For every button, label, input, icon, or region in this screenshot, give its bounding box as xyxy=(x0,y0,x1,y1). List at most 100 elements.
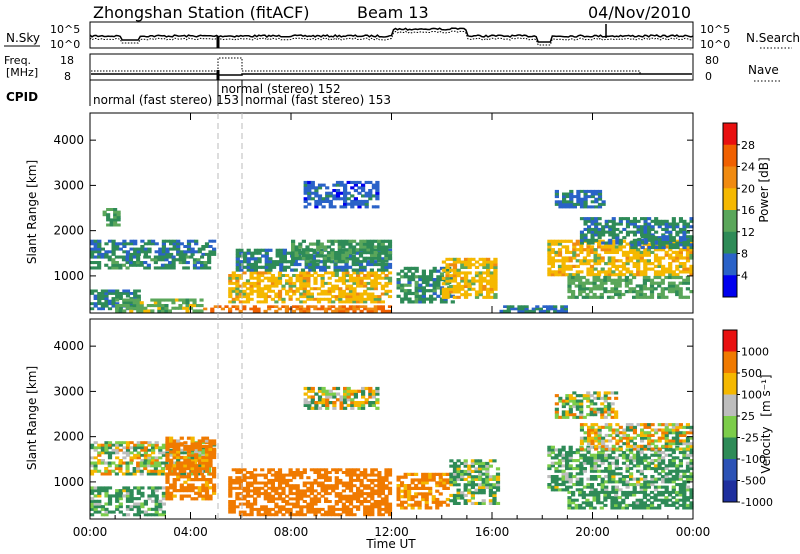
heatmap-cell-9 xyxy=(675,436,680,440)
heatmap-cell-7 xyxy=(311,257,316,261)
heatmap-cell-3 xyxy=(197,478,202,482)
heatmap-cell-8 xyxy=(370,245,375,249)
heatmap-cell-0 xyxy=(183,441,188,445)
heatmap-cell-4 xyxy=(245,500,251,503)
heatmap-cell-12 xyxy=(557,264,563,268)
heatmap-cell-3 xyxy=(190,464,195,468)
heatmap-cell-9 xyxy=(418,294,423,298)
heatmap-cell-17 xyxy=(314,186,319,190)
heatmap-cell-12 xyxy=(639,259,644,263)
heatmap-cell-1 xyxy=(139,263,144,267)
heatmap-cell-4 xyxy=(267,510,272,514)
heatmap-cell-0 xyxy=(115,441,120,445)
heatmap-cell-9 xyxy=(685,439,690,443)
heatmap-cell-3 xyxy=(208,458,213,462)
heatmap-cell-6 xyxy=(463,501,468,505)
heatmap-cell-3 xyxy=(208,461,213,465)
heatmap-cell-10 xyxy=(471,257,476,261)
heatmap-cell-15 xyxy=(644,237,649,241)
heatmap-cell-4 xyxy=(299,513,304,517)
heatmap-cell-8 xyxy=(337,253,342,257)
heatmap-cell-14 xyxy=(675,222,680,226)
heatmap-cell-6 xyxy=(263,295,268,299)
heatmap-cell-5 xyxy=(316,307,321,311)
heatmap-cell-7 xyxy=(565,480,570,484)
heatmap-cell-4 xyxy=(242,478,247,482)
heatmap-cell-1 xyxy=(136,263,141,267)
heatmap-cell-7 xyxy=(257,248,262,252)
heatmap-cell-6 xyxy=(387,276,393,280)
heatmap-cell-17 xyxy=(350,194,355,198)
heatmap-cell-4 xyxy=(338,494,343,498)
heatmap-cell-3 xyxy=(197,444,202,449)
heatmap-cell-15 xyxy=(665,235,670,239)
heatmap-cell-9 xyxy=(675,425,680,429)
heatmap-cell-5 xyxy=(341,309,346,313)
heatmap-cell-14 xyxy=(629,219,634,223)
heatmap-cell-13 xyxy=(664,287,669,291)
heatmap-cell-6 xyxy=(488,485,493,489)
heatmap-cell-7 xyxy=(657,456,662,460)
heatmap-cell-6 xyxy=(242,292,247,296)
heatmap-cell-4 xyxy=(122,309,127,313)
heatmap-cell-14 xyxy=(615,227,620,231)
heatmap-cell-4 xyxy=(235,505,240,509)
heatmap-cell-7 xyxy=(286,265,291,269)
heatmap-cell-4 xyxy=(313,497,318,501)
heatmap-cell-4 xyxy=(256,473,261,477)
heatmap-cell-7 xyxy=(604,485,609,489)
heatmap-cell-9 xyxy=(403,272,408,276)
heatmap-cell-6 xyxy=(302,295,307,299)
heatmap-cell-5 xyxy=(252,309,257,313)
heatmap-cell-6 xyxy=(348,274,354,277)
heatmap-cell-6 xyxy=(449,459,454,463)
heatmap-cell-13 xyxy=(596,284,601,288)
heatmap-cell-4 xyxy=(327,507,332,511)
heatmap-cell-0 xyxy=(147,453,152,457)
heatmap-cell-9 xyxy=(668,431,673,435)
heatmap-cell-3 xyxy=(176,464,181,468)
heatmap-cell-13 xyxy=(657,275,662,280)
heatmap-cell-7 xyxy=(625,456,630,460)
heatmap-cell-7 xyxy=(597,456,602,460)
heatmap-cell-5 xyxy=(284,305,289,308)
heatmap-cell-16 xyxy=(576,202,581,206)
heatmap-cell-6 xyxy=(299,276,304,280)
heatmap-cell-4 xyxy=(139,309,144,313)
heatmap-cell-4 xyxy=(277,505,283,509)
heatmap-cell-4 xyxy=(356,486,361,490)
heatmap-cell-7 xyxy=(657,464,662,468)
heatmap-cell-2 xyxy=(154,489,159,493)
heatmap-cell-4 xyxy=(231,507,236,511)
heatmap-cell-7 xyxy=(319,268,324,272)
heatmap-cell-4 xyxy=(270,484,275,488)
heatmap-cell-1 xyxy=(107,461,112,465)
heatmap-cell-3 xyxy=(186,436,192,440)
heatmap-cell-3 xyxy=(186,489,192,493)
heatmap-cell-6 xyxy=(363,276,368,280)
heatmap-cell-13 xyxy=(678,287,683,291)
heatmap-cell-0 xyxy=(201,448,206,452)
heatmap-cell-5 xyxy=(306,307,311,311)
heatmap-cell-10 xyxy=(593,410,598,414)
heatmap-cell-5 xyxy=(370,309,375,313)
heatmap-cell-6 xyxy=(285,274,290,277)
heatmap-cell-4 xyxy=(316,500,322,503)
heatmap-cell-4 xyxy=(285,500,290,503)
heatmap-cell-14 xyxy=(625,230,630,234)
freq-panel: Freq. [MHz] 18 8 80 0 Nave xyxy=(4,53,782,83)
heatmap-cell-13 xyxy=(617,284,622,288)
heatmap-cell-4 xyxy=(384,494,389,498)
heatmap-cell-1 xyxy=(114,464,119,468)
heatmap-cell-4 xyxy=(341,484,346,488)
heatmap-cell-16 xyxy=(562,202,567,206)
noise-search-trace xyxy=(89,30,694,46)
heatmap-cell-4 xyxy=(196,304,201,308)
heatmap-cell-4 xyxy=(338,507,343,511)
heatmap-cell-4 xyxy=(345,471,350,474)
heatmap-cell-2 xyxy=(122,513,127,517)
heatmap-cell-5 xyxy=(438,472,443,476)
heatmap-cell-10 xyxy=(471,279,476,283)
heatmap-cell-13 xyxy=(578,290,583,294)
heatmap-cell-9 xyxy=(425,280,430,284)
